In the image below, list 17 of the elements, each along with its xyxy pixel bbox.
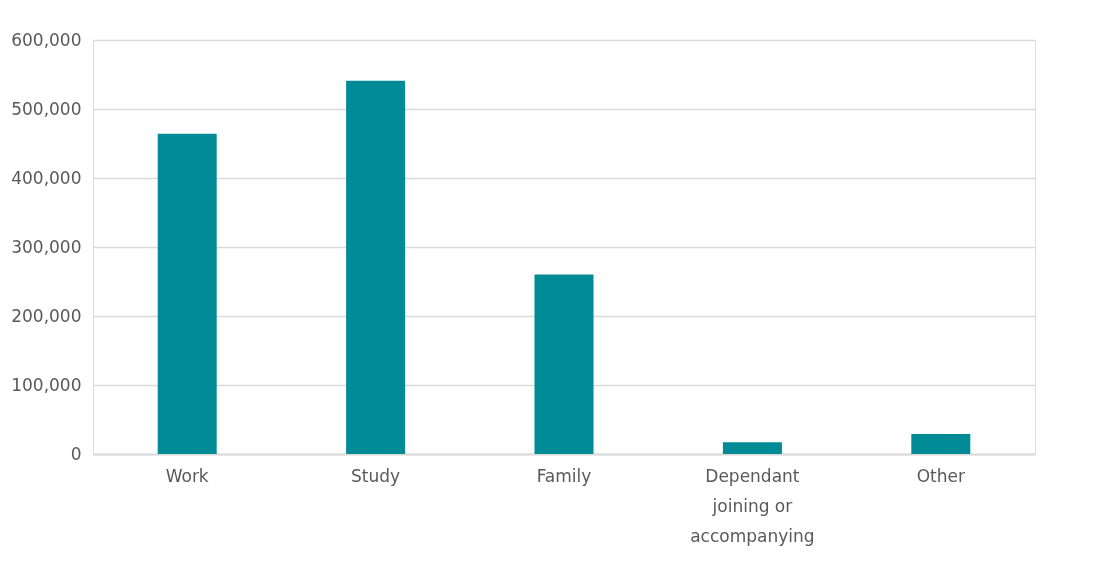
bar (534, 274, 594, 454)
y-tick-label: 500,000 (11, 98, 82, 119)
bar (911, 433, 971, 454)
y-tick-label: 300,000 (11, 236, 82, 257)
x-tick-label: Other (916, 465, 965, 486)
x-tick-label: Dependant joining or accompanying (690, 465, 815, 546)
y-tick-label: 200,000 (11, 305, 82, 326)
bar (722, 442, 782, 454)
x-tick-label: Work (165, 465, 209, 486)
y-tick-label: 600,000 (11, 29, 82, 50)
bar (346, 80, 406, 454)
x-tick-label: Study (351, 465, 401, 486)
x-tick-label: Family (536, 465, 592, 486)
y-tick-label: 400,000 (11, 167, 82, 188)
bar (157, 133, 217, 454)
y-tick-label: 100,000 (11, 374, 82, 395)
y-tick-label: 0 (70, 443, 82, 464)
